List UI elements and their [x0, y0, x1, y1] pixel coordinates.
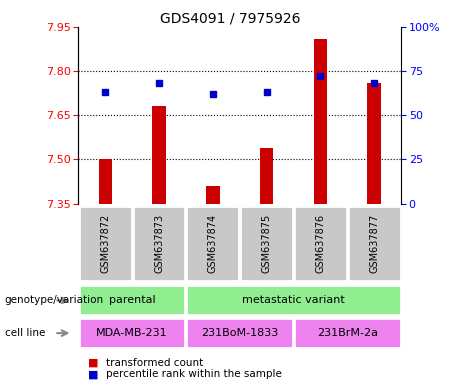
Bar	[313, 39, 327, 204]
Text: GSM637874: GSM637874	[208, 214, 218, 273]
Text: 231BoM-1833: 231BoM-1833	[201, 328, 278, 338]
Bar	[79, 318, 185, 348]
Text: metastatic variant: metastatic variant	[242, 295, 345, 306]
Text: ■: ■	[88, 369, 98, 379]
Text: genotype/variation: genotype/variation	[5, 295, 104, 306]
Text: MDA-MB-231: MDA-MB-231	[96, 328, 168, 338]
Bar	[186, 206, 239, 281]
Text: 231BrM-2a: 231BrM-2a	[317, 328, 378, 338]
Text: parental: parental	[109, 295, 155, 306]
Text: GSM637876: GSM637876	[315, 214, 325, 273]
Bar	[294, 206, 347, 281]
Bar	[186, 285, 401, 316]
Text: GSM637873: GSM637873	[154, 214, 164, 273]
Text: cell line: cell line	[5, 328, 45, 338]
Bar	[79, 206, 131, 281]
Bar	[294, 318, 401, 348]
Bar	[186, 318, 293, 348]
Bar	[99, 159, 112, 204]
Text: percentile rank within the sample: percentile rank within the sample	[106, 369, 282, 379]
Text: GSM637877: GSM637877	[369, 214, 379, 273]
Bar	[152, 106, 166, 204]
Text: GSM637872: GSM637872	[100, 214, 110, 273]
Bar	[79, 285, 185, 316]
Bar	[260, 147, 273, 204]
Bar	[206, 186, 219, 204]
Text: transformed count: transformed count	[106, 358, 203, 368]
Bar	[348, 206, 401, 281]
Bar	[133, 206, 185, 281]
Bar	[240, 206, 293, 281]
Text: ■: ■	[88, 358, 98, 368]
Text: GSM637875: GSM637875	[261, 214, 272, 273]
Bar	[367, 83, 381, 204]
Text: GDS4091 / 7975926: GDS4091 / 7975926	[160, 12, 301, 25]
